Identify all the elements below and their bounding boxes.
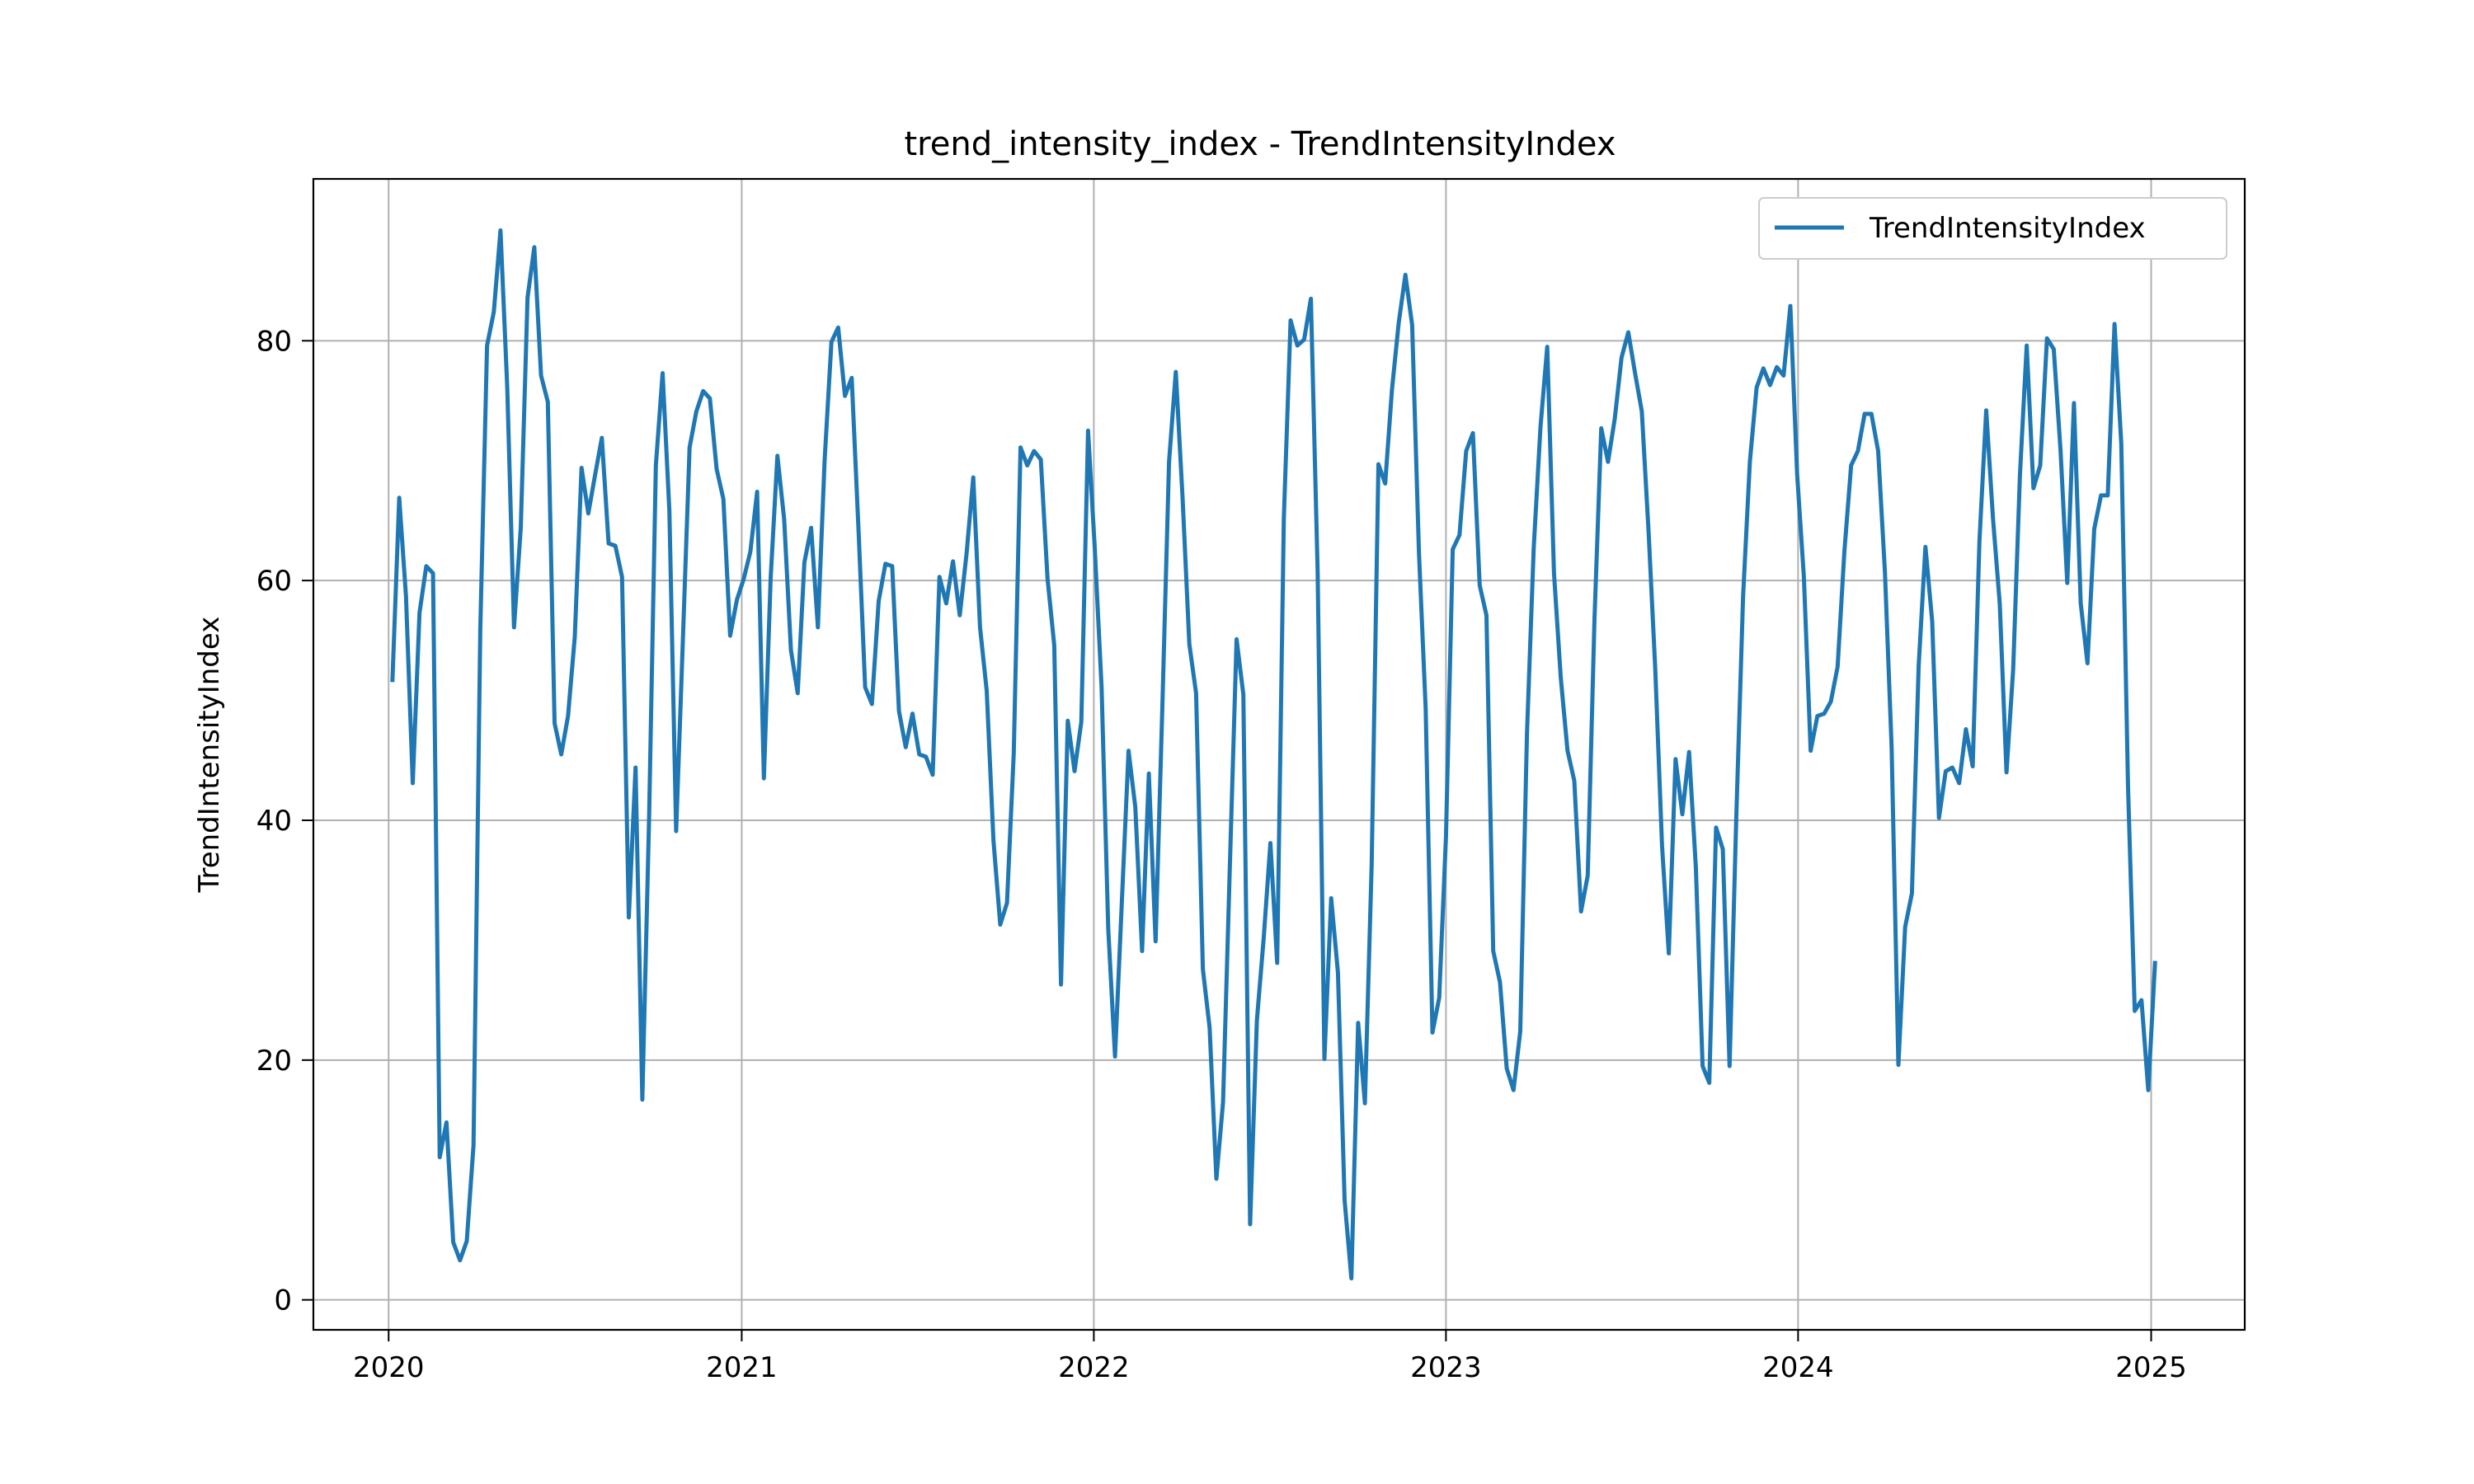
- y-tick-label: 40: [256, 805, 292, 838]
- x-tick-label: 2021: [706, 1351, 778, 1384]
- legend-entry: TrendIntensityIndex: [1869, 212, 2146, 245]
- y-tick-label: 60: [256, 565, 292, 598]
- y-axis: 0 20 40 60 80: [256, 325, 313, 1317]
- plot-frame: [312, 177, 2246, 1331]
- legend: TrendIntensityIndex: [1758, 197, 2227, 260]
- x-tick-label: 2022: [1058, 1351, 1130, 1384]
- x-tick-label: 2020: [353, 1351, 425, 1384]
- series-layer: [390, 228, 2157, 1280]
- x-tick-label: 2023: [1410, 1351, 1482, 1384]
- y-tick-label: 80: [256, 325, 292, 358]
- x-tick-label: 2025: [2115, 1351, 2187, 1384]
- y-tick-label: 20: [256, 1045, 292, 1078]
- x-tick-label: 2024: [1762, 1351, 1834, 1384]
- y-axis-label: TrendIntensityIndex: [193, 617, 226, 894]
- series-line: [390, 228, 2157, 1280]
- legend-box: [1758, 197, 2227, 260]
- y-tick-label: 0: [274, 1284, 292, 1317]
- chart-title: trend_intensity_index - TrendIntensityIn…: [904, 125, 1616, 163]
- x-axis: 2020 2021 2022 2023 2024 2025: [353, 1330, 2187, 1384]
